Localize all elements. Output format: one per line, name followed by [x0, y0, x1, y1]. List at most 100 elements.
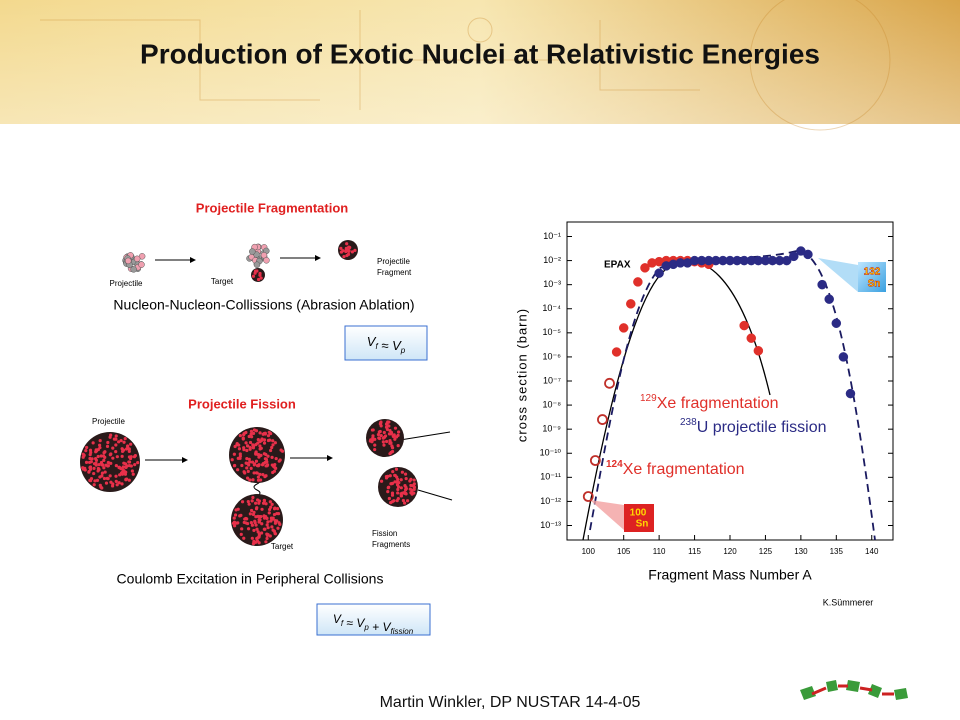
nucleon: [96, 469, 100, 473]
nucleon: [373, 437, 377, 441]
nucleon: [95, 478, 100, 482]
nucleon: [114, 464, 118, 468]
nucleon: [89, 477, 94, 481]
nucleon: [275, 519, 279, 523]
data-point: [824, 294, 834, 304]
y-tick-label: 10⁻⁵: [543, 327, 562, 337]
nucleon: [396, 491, 400, 495]
heading: Projectile Fragmentation: [196, 200, 348, 215]
nucleon: [392, 499, 396, 503]
nucleon: [124, 477, 128, 481]
nucleon: [373, 447, 377, 452]
nucleon: [273, 532, 278, 536]
x-tick-label: 120: [723, 547, 737, 556]
formula-part: V: [392, 338, 402, 353]
x-tick-label: 100: [582, 547, 596, 556]
nucleon: [265, 523, 269, 527]
caption: Coulomb Excitation in Peripheral Collisi…: [117, 571, 384, 587]
arrowhead: [327, 455, 333, 461]
nucleon: [258, 273, 262, 277]
nucleon: [400, 470, 404, 474]
label: Projectile: [92, 417, 125, 426]
nucleon: [262, 499, 267, 503]
nucleon: [230, 458, 234, 462]
nucleon: [117, 481, 121, 485]
nucleon: [388, 452, 392, 456]
nucleon: [266, 438, 271, 443]
nucleon: [249, 429, 254, 433]
nucleon: [344, 249, 348, 254]
nucleon: [249, 508, 254, 513]
nucleon: [391, 470, 395, 474]
sn-box: [858, 262, 886, 292]
nucleon: [393, 480, 397, 484]
x-tick-label: 105: [617, 547, 631, 556]
nucleon: [240, 463, 244, 468]
y-tick-label: 10⁻⁶: [543, 351, 562, 361]
nucleon: [258, 447, 262, 451]
nucleon: [386, 486, 390, 490]
nucleon: [124, 470, 128, 474]
nucleon: [379, 420, 383, 424]
nucleon: [270, 525, 274, 529]
nucleon: [83, 466, 87, 471]
nucleon: [85, 445, 89, 450]
nucleon: [104, 463, 108, 467]
x-tick-label: 110: [653, 547, 666, 556]
nucleon: [252, 539, 256, 543]
nucleon: [260, 522, 264, 526]
nucleon: [119, 438, 123, 443]
y-tick-label: 10⁻¹: [543, 231, 561, 241]
nucleon: [390, 446, 395, 450]
nucleon: [251, 512, 256, 517]
nucleon: [266, 526, 270, 530]
nucleon: [253, 501, 258, 505]
nucleon: [100, 474, 104, 478]
fit-curve: [589, 249, 876, 541]
nucleon: [88, 456, 92, 461]
nucleon: [109, 461, 113, 465]
nucleon: [387, 496, 391, 501]
label: Target: [271, 542, 294, 551]
nucleon: [100, 471, 105, 475]
nucleon: [114, 443, 118, 447]
nucleon: [404, 487, 408, 491]
nucleon: [111, 456, 115, 460]
nucleon: [382, 430, 386, 435]
nucleon: [105, 476, 109, 481]
nucleon: [260, 463, 265, 467]
nucleon: [370, 440, 374, 444]
nucleon: [114, 450, 118, 454]
nucleon: [409, 491, 414, 495]
nucleon: [84, 460, 89, 464]
nucleon: [245, 476, 250, 480]
nucleon: [405, 499, 410, 503]
y-tick-label: 10⁻³: [543, 279, 561, 289]
nucleon: [274, 466, 278, 470]
x-tick-label: 125: [759, 547, 773, 556]
nucleon: [246, 527, 251, 531]
nucleon: [97, 462, 101, 467]
nucleon: [251, 444, 256, 448]
nucleon: [100, 463, 104, 467]
nucleon: [393, 437, 397, 441]
nucleon: [115, 455, 119, 459]
formula-box: [316, 603, 431, 636]
nucleon: [94, 463, 98, 467]
annotation: 100: [630, 508, 647, 519]
formula-sub: f: [375, 342, 378, 351]
nucleon: [242, 470, 246, 474]
nucleon: [271, 439, 275, 443]
nucleon: [102, 476, 107, 481]
pointer: [818, 258, 858, 292]
nucleon: [121, 465, 125, 469]
nucleon: [130, 266, 137, 273]
nucleon: [254, 459, 259, 463]
nucleon: [138, 261, 145, 268]
nucleon: [92, 471, 96, 476]
y-tick-label: 10⁻¹²: [540, 496, 561, 506]
nucleon: [245, 466, 249, 470]
label: Fission: [372, 529, 397, 538]
nucleon: [257, 463, 261, 467]
nucleon: [253, 261, 261, 268]
